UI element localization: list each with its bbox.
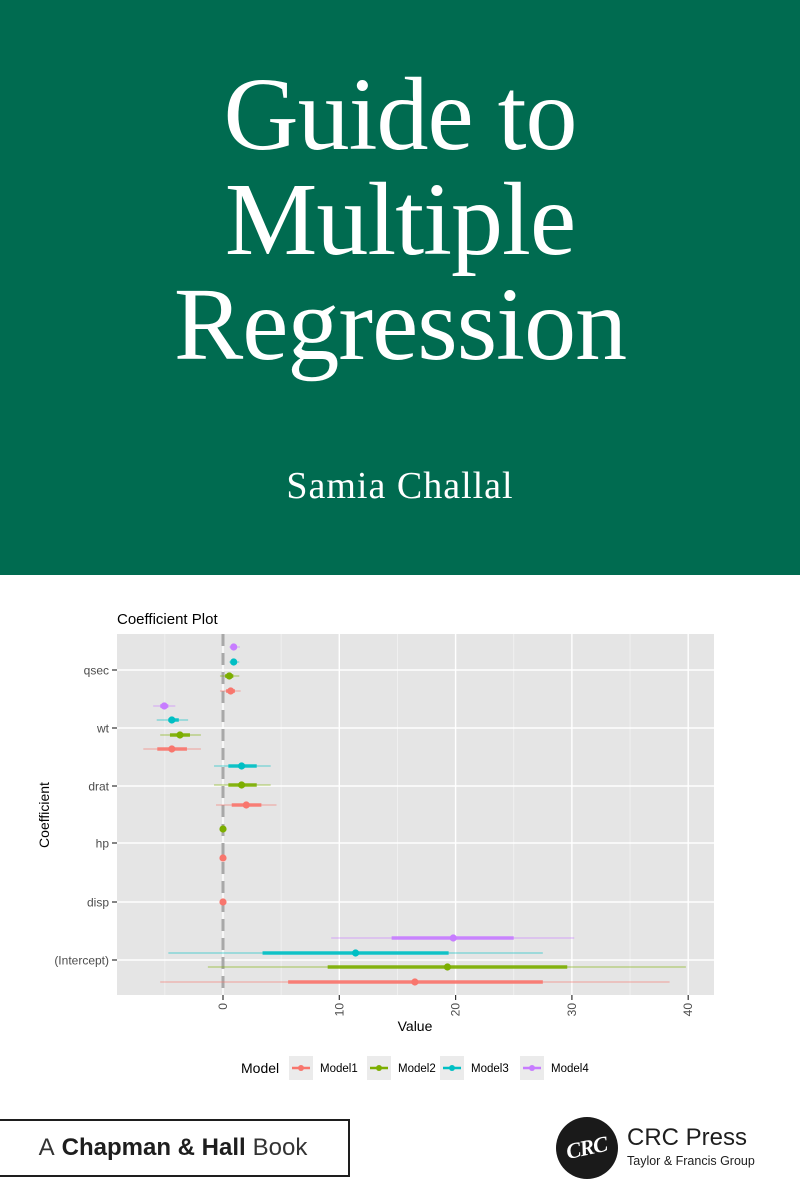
legend-item-model4: Model4 <box>520 1056 589 1080</box>
coef-mark-model1 <box>216 801 277 809</box>
author-name: Samia Challal <box>286 465 514 507</box>
chart-title: Coefficient Plot <box>117 611 218 628</box>
imprint-prefix: A <box>38 1134 55 1161</box>
x-tick-label: 0 <box>216 1003 230 1010</box>
title-line-1: Guide to <box>223 57 577 172</box>
y-axis-label: Coefficient <box>36 782 52 848</box>
publisher-group: Taylor & Francis Group <box>627 1154 755 1168</box>
coef-mark-model2 <box>219 825 227 833</box>
plot-panel <box>117 634 714 995</box>
coef-mark-model4 <box>153 702 176 710</box>
legend-title: Model <box>241 1060 279 1076</box>
coef-mark-model1 <box>219 854 227 862</box>
y-tick-label: disp <box>87 896 109 910</box>
cover-banner <box>0 0 800 575</box>
x-tick-label: 30 <box>565 1003 579 1017</box>
y-tick-label: wt <box>96 722 110 736</box>
legend-label: Model3 <box>471 1063 509 1075</box>
x-tick-label: 40 <box>681 1003 695 1017</box>
legend-item-model1: Model1 <box>289 1056 358 1080</box>
coef-mark-model2 <box>207 963 686 971</box>
legend-item-model2: Model2 <box>367 1056 436 1080</box>
gridlines <box>117 634 714 995</box>
publisher-name: CRC Press <box>627 1124 748 1151</box>
imprint-box: A Chapman & Hall Book <box>0 1119 350 1177</box>
coef-mark-model3 <box>168 949 543 957</box>
coef-mark-model4 <box>229 643 240 651</box>
coef-mark-model2 <box>160 731 201 739</box>
coef-mark-model3 <box>156 716 189 724</box>
crc-logo-text: CRC <box>564 1131 610 1165</box>
chart-legend: Model Model1 Model2 Model3 Model4 <box>241 1056 589 1080</box>
legend-label: Model4 <box>551 1063 589 1075</box>
y-tick-label: drat <box>88 780 109 794</box>
x-tick-label: 10 <box>332 1003 346 1017</box>
legend-label: Model1 <box>320 1063 358 1075</box>
coef-mark-model1 <box>160 978 670 986</box>
title-line-2: Multiple <box>224 162 576 277</box>
crc-logo-icon: CRC <box>556 1117 618 1179</box>
coef-mark-model1 <box>143 745 201 753</box>
y-axis: (Intercept) disp hp drat wt qsec <box>54 664 117 968</box>
legend-item-model3: Model3 <box>440 1056 509 1080</box>
coefficient-marks <box>143 643 686 986</box>
coef-mark-model1 <box>219 687 241 695</box>
coefficient-plot: Coefficient Plot (Intercept) disp hp drat wt… <box>36 611 714 1080</box>
coef-mark-model2 <box>214 781 271 789</box>
coef-mark-model1 <box>219 898 227 906</box>
imprint-name: Chapman & Hall <box>61 1134 246 1161</box>
x-axis: 0 10 20 30 40 <box>216 995 695 1016</box>
book-title: Guide to Multiple Regression <box>0 62 800 377</box>
title-line-3: Regression <box>173 267 627 382</box>
coef-mark-model3 <box>229 658 240 666</box>
y-tick-label: qsec <box>84 664 109 678</box>
x-axis-label: Value <box>398 1018 433 1034</box>
imprint-suffix: Book <box>252 1134 308 1161</box>
coef-mark-model3 <box>214 762 271 770</box>
legend-label: Model2 <box>398 1063 436 1075</box>
coef-mark-model4 <box>331 934 575 942</box>
x-tick-label: 20 <box>449 1003 463 1017</box>
y-tick-label: hp <box>96 837 110 851</box>
y-tick-label: (Intercept) <box>54 954 109 968</box>
coef-mark-model2 <box>219 672 240 680</box>
